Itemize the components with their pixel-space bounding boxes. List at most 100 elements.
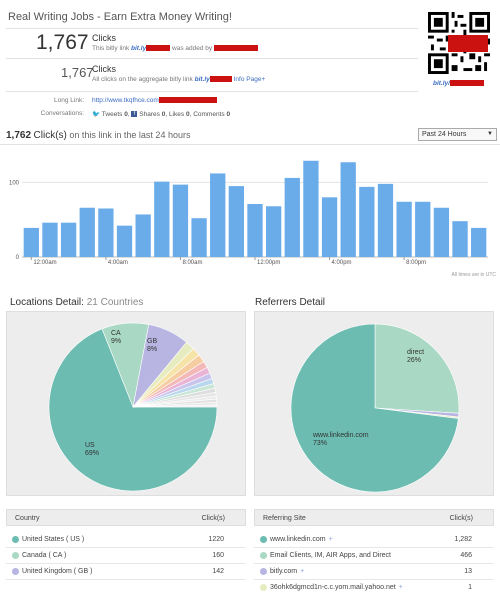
country-name: United Kingdom ( GB )	[22, 568, 93, 575]
qr-caption-bitly: bit.ly/	[433, 80, 450, 87]
qr-code[interactable]	[428, 12, 490, 74]
info-page-link[interactable]: Info Page+	[233, 76, 266, 83]
pie-pct-label: 73%	[313, 440, 327, 447]
referrer-name: 36ohk6dgmcd1n-c.c.yom.mail.yahoo.net +	[270, 584, 403, 591]
long-link-url[interactable]: http://www.tkqfhce.com	[92, 97, 159, 104]
country-name: Canada ( CA )	[22, 552, 67, 559]
pie-label: US	[85, 442, 95, 449]
bar[interactable]	[210, 173, 226, 257]
bar[interactable]	[284, 177, 300, 257]
add-icon[interactable]: +	[328, 536, 333, 543]
bar[interactable]	[265, 206, 282, 257]
y-tick-label: 100	[9, 180, 20, 186]
long-link-label: Long Link:	[54, 97, 84, 104]
x-tick-label: 8:00am	[182, 260, 202, 266]
bar[interactable]	[172, 184, 189, 257]
bar[interactable]	[433, 207, 450, 257]
pie-slice[interactable]	[132, 404, 218, 408]
bar[interactable]	[154, 181, 170, 257]
col-country: Country	[15, 515, 40, 522]
bar[interactable]	[228, 186, 245, 257]
referrer-clicks: 466	[460, 552, 472, 559]
add-icon[interactable]: +	[398, 584, 403, 591]
bitly-aggregate-link[interactable]: bit.ly	[194, 76, 210, 83]
referrers-pie-panel: direct 26% www.linkedin.com 73%	[254, 311, 494, 496]
clicks-sub: This bitly link bit.ly was added by	[92, 45, 258, 52]
table-row[interactable]: United States ( US ) 1220	[6, 532, 246, 548]
col-clicks: Click(s)	[201, 515, 225, 522]
locations-table: Country Click(s) United States ( US ) 12…	[6, 509, 246, 580]
legend-dot	[260, 584, 267, 591]
redaction	[146, 45, 171, 52]
country-name: United States ( US )	[22, 536, 85, 543]
chart-bars	[23, 160, 487, 258]
bar[interactable]	[471, 227, 487, 257]
shares-link[interactable]: Shares	[139, 111, 160, 118]
add-icon[interactable]: +	[300, 568, 305, 575]
country-clicks: 142	[212, 568, 224, 575]
pie-slice[interactable]	[374, 323, 460, 414]
qr-caption: bit.ly/	[433, 80, 484, 87]
legend-dot	[12, 536, 19, 543]
page-title: Real Writing Jobs - Earn Extra Money Wri…	[8, 11, 232, 23]
bitly-link[interactable]: bit.ly	[131, 45, 147, 52]
bar[interactable]	[359, 186, 375, 257]
aggregate-row: 1,767 Clicks All clicks on the aggregate…	[6, 60, 418, 92]
pie-label: GB	[147, 338, 157, 345]
clicks-sub-mid: was added by	[172, 45, 213, 52]
bar[interactable]	[377, 183, 394, 257]
table-row[interactable]: United Kingdom ( GB ) 142	[6, 564, 246, 580]
referrer-clicks: 1,282	[454, 536, 472, 543]
clicks-sub-prefix: This bitly link	[92, 45, 130, 52]
y-tick-label: 0	[16, 255, 20, 261]
conversations: 🐦 Tweets 0, f Shares 0, Likes 0, Comment…	[92, 111, 231, 118]
tweets-count: 0	[124, 111, 128, 118]
bar[interactable]	[303, 160, 319, 257]
locations-title-text: Locations Detail:	[10, 297, 84, 308]
facebook-icon: f	[131, 111, 138, 118]
table-row[interactable]: Email Clients, IM, AIR Apps, and Direct …	[254, 548, 494, 564]
x-tick-label: 4:00pm	[332, 260, 352, 266]
table-header: Referring Site Click(s)	[254, 509, 494, 526]
table-row[interactable]: 36ohk6dgmcd1n-c.c.yom.mail.yahoo.net + 1	[254, 580, 494, 593]
pie-slice[interactable]	[290, 323, 459, 493]
conversations-label: Conversations:	[40, 110, 84, 117]
bar[interactable]	[42, 222, 58, 257]
bar[interactable]	[415, 201, 431, 257]
clicks-chart-heading: 1,762 Click(s) on this link in the last …	[6, 130, 190, 141]
pie-slice[interactable]	[48, 328, 218, 492]
bar[interactable]	[321, 197, 338, 257]
table-row[interactable]: www.linkedin.com + 1,282	[254, 532, 494, 548]
twitter-bird-icon: 🐦	[92, 111, 101, 118]
chart-tick-labels: 0 100 12:00am 4:00am 8:00am 12:00pm 4:00pm 8:00…	[9, 180, 426, 266]
bar[interactable]	[135, 214, 151, 257]
table-row[interactable]: Canada ( CA ) 160	[6, 548, 246, 564]
bar[interactable]	[23, 227, 39, 257]
time-range-select[interactable]: Past 24 Hours ▼	[418, 128, 497, 141]
tweets-link[interactable]: Tweets	[101, 111, 123, 118]
long-link: http://www.tkqfhce.com	[92, 97, 217, 104]
clicks-row: 1,767 Clicks This bitly link bit.ly was …	[6, 29, 418, 59]
bar[interactable]	[191, 218, 207, 257]
time-range-value: Past 24 Hours	[422, 131, 467, 138]
redaction	[158, 97, 217, 104]
bar[interactable]	[396, 201, 412, 257]
likes-label: Likes	[168, 111, 185, 118]
bar[interactable]	[452, 221, 468, 257]
link-summary: 1,767 Clicks This bitly link bit.ly was …	[6, 28, 418, 146]
bar[interactable]	[98, 208, 114, 258]
bar[interactable]	[116, 225, 133, 257]
pie-pct-label: 69%	[85, 450, 99, 457]
clicks-24h-count: 1,762	[6, 130, 32, 141]
legend-dot	[12, 552, 19, 559]
referrer-name-text: www.linkedin.com	[270, 536, 326, 543]
bar[interactable]	[247, 204, 263, 257]
locations-title: Locations Detail: 21 Countries	[10, 297, 143, 308]
bar[interactable]	[340, 162, 356, 257]
bar[interactable]	[79, 207, 95, 257]
table-row[interactable]: bitly.com + 13	[254, 564, 494, 580]
referrer-name-text: bitly.com	[270, 568, 298, 575]
bar[interactable]	[60, 222, 77, 257]
